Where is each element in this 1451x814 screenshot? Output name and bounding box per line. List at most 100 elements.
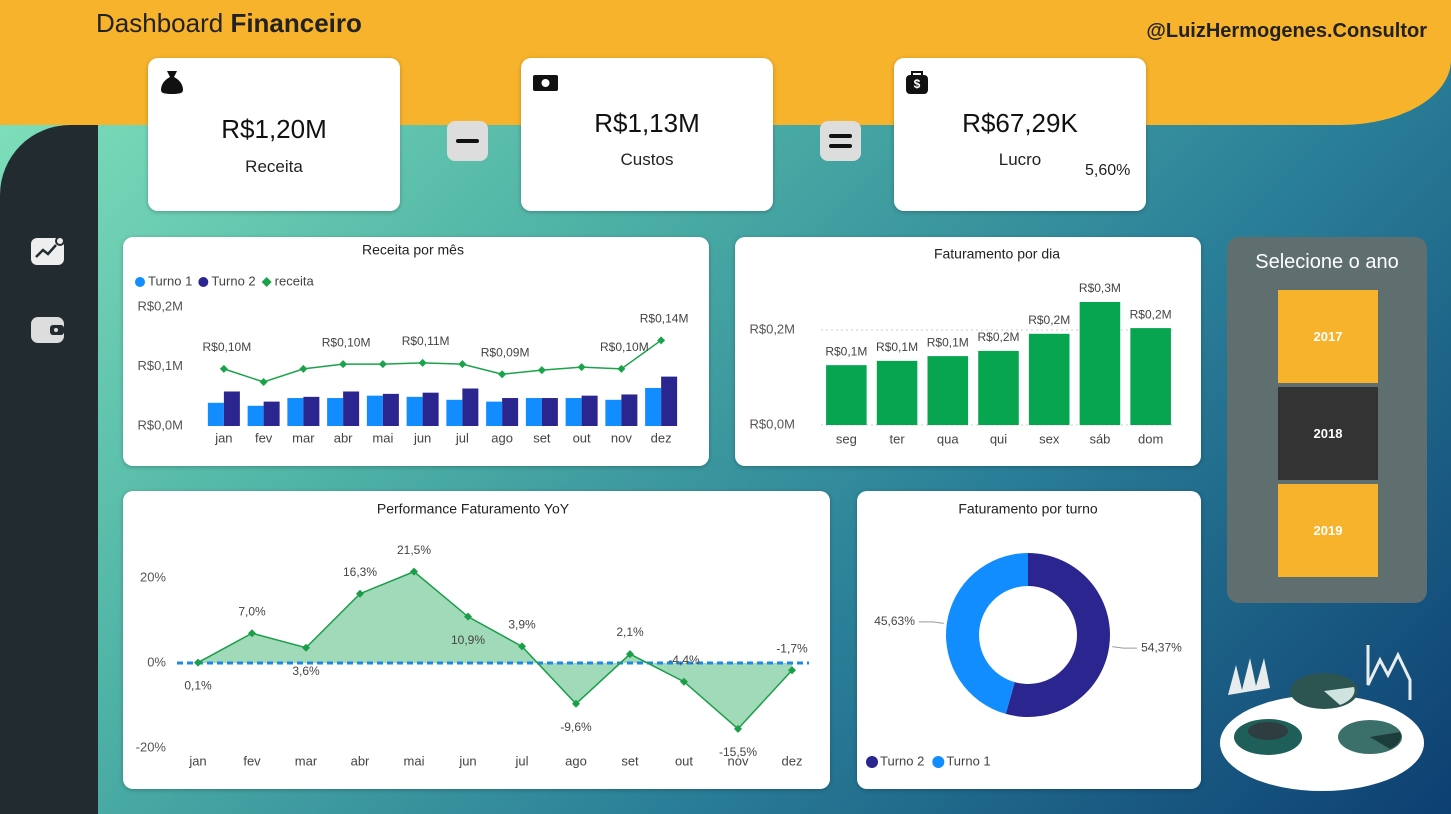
x-tick-label: jul: [455, 430, 469, 445]
data-label: R$0,10M: [322, 335, 371, 349]
line-marker: [378, 360, 387, 369]
data-label: 3,9%: [508, 618, 536, 632]
year-button[interactable]: 2018: [1278, 387, 1378, 480]
line-marker: [302, 643, 310, 652]
kpi-value: R$1,13M: [594, 108, 700, 138]
title-light: Dashboard: [96, 8, 224, 38]
data-label: 10,9%: [451, 633, 485, 647]
data-label: 21,5%: [397, 543, 431, 557]
x-tick-label: mar: [295, 753, 318, 768]
line-marker: [537, 366, 546, 375]
data-label: R$0,1M: [825, 344, 867, 358]
bar: [303, 396, 320, 426]
bar: [223, 391, 240, 426]
kpi-label: Custos: [620, 150, 674, 169]
chart: Faturamento por dia R$0,0M R$0,2M seg ter qua…: [735, 237, 1201, 466]
data-label: R$0,2M: [1028, 313, 1070, 327]
line-marker: [518, 642, 526, 651]
line-marker: [617, 364, 626, 373]
nav-wallet-icon[interactable]: [30, 315, 66, 345]
data-label: 0,1%: [184, 679, 212, 693]
chart-title: Faturamento por dia: [934, 246, 1060, 262]
year-button[interactable]: 2017: [1278, 290, 1378, 383]
data-label: R$0,10M: [203, 340, 252, 354]
handle: @LuizHermogenes.Consultor: [1146, 20, 1427, 42]
x-tick-label: qua: [937, 431, 959, 446]
cash-icon: [533, 75, 558, 91]
title-bold: Financeiro: [230, 8, 362, 38]
line-marker: [680, 677, 688, 686]
x-tick-label: sex: [1039, 431, 1060, 446]
data-label: R$0,14M: [640, 311, 689, 325]
bar: [581, 395, 598, 426]
x-tick-label: abr: [351, 753, 370, 768]
svg-text:$: $: [914, 77, 921, 91]
legend-label: Turno 1: [946, 753, 990, 768]
data-label: 7,0%: [238, 604, 266, 618]
legend-label: Turno 1: [148, 273, 192, 288]
line-marker: [734, 724, 742, 733]
x-tick-label: out: [573, 430, 591, 445]
bar: [661, 376, 678, 426]
line-marker: [194, 658, 202, 667]
data-label: -15,5%: [719, 745, 757, 759]
bar: [486, 401, 503, 426]
x-tick-label: jan: [214, 430, 232, 445]
x-tick-label: fev: [243, 753, 261, 768]
x-tick-label: ter: [889, 431, 905, 446]
equals-operator: [820, 121, 861, 161]
x-tick-label: abr: [334, 430, 353, 445]
data-label: R$0,09M: [481, 345, 530, 359]
y-tick-label: R$0,2M: [749, 321, 795, 336]
chart: Faturamento por turno 54,37% 45,63% Turno 2…: [857, 491, 1201, 789]
line-marker: [248, 629, 256, 638]
line-marker: [788, 666, 796, 675]
line-marker: [356, 589, 364, 598]
bar: [287, 398, 304, 426]
line-marker: [299, 364, 308, 373]
x-tick-label: seg: [836, 431, 857, 446]
line-marker: [458, 360, 467, 369]
data-label: R$0,1M: [927, 335, 969, 349]
x-tick-label: dez: [651, 430, 672, 445]
line: [197, 570, 793, 730]
donut-segment: [1005, 553, 1110, 717]
data-label: R$0,2M: [1130, 307, 1172, 321]
kpi-margin: 5,60%: [1085, 162, 1131, 179]
line-marker: [572, 699, 580, 708]
data-label: R$0,10M: [600, 340, 649, 354]
legend-marker: [261, 277, 272, 287]
chart-title: Performance Faturamento YoY: [377, 501, 570, 517]
legend-marker: [866, 756, 878, 768]
bar: [605, 399, 622, 426]
chart-title: Faturamento por turno: [958, 501, 1098, 517]
bar: [1028, 333, 1070, 425]
bar: [207, 402, 224, 426]
line-marker: [418, 358, 427, 367]
chart-title: Receita por mês: [362, 242, 464, 258]
x-tick-label: ago: [565, 753, 587, 768]
legend-label: Turno 2: [880, 753, 924, 768]
bar: [263, 401, 280, 426]
x-tick-label: mar: [292, 430, 315, 445]
data-label: -1,7%: [776, 641, 808, 655]
y-tick-label: 20%: [140, 569, 166, 584]
bar: [826, 365, 867, 425]
page-title: Dashboard Financeiro: [96, 8, 362, 39]
line: [223, 339, 662, 383]
sidebar: [0, 125, 98, 814]
year-selector: Selecione o ano 2017 2018 2019: [1227, 237, 1427, 603]
kpi-value: R$1,20M: [221, 114, 327, 144]
chart: Performance Faturamento YoY -20% 0% 20% jan f…: [123, 491, 830, 789]
year-button[interactable]: 2019: [1278, 484, 1378, 577]
line-marker: [410, 567, 418, 576]
nav-chart-icon[interactable]: [30, 235, 66, 267]
kpi-card: $ R$67,29K Lucro 5,60%: [894, 58, 1146, 211]
data-label: R$0,2M: [977, 330, 1019, 344]
y-tick-label: R$0,1M: [137, 358, 183, 373]
y-tick-label: R$0,0M: [749, 416, 795, 431]
leader-line: [918, 621, 944, 624]
x-tick-label: nov: [728, 753, 749, 768]
data-label: 3,6%: [292, 664, 320, 678]
